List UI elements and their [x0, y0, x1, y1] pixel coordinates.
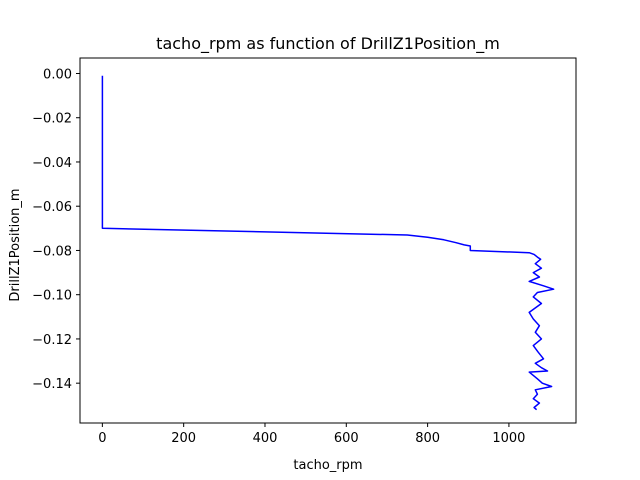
y-axis-label: DrillZ1Position_m	[8, 188, 23, 301]
y-tick-label: −0.14	[32, 377, 72, 392]
y-tick-label: 0.00	[43, 67, 72, 82]
x-tick-label: 1000	[492, 431, 525, 446]
plot-area	[101, 75, 555, 411]
x-tick-label: 200	[171, 431, 196, 446]
y-tick-label: −0.12	[32, 333, 72, 348]
y-tick-label: −0.02	[32, 112, 72, 127]
axis-ticks: 0 200 400 600 800 1000 0.00 −0.02 −0.04 −0.06 −0.0…	[32, 67, 525, 446]
series-line	[101, 75, 555, 411]
x-tick-label: 400	[253, 431, 278, 446]
x-tick-label: 800	[415, 431, 440, 446]
chart-title: tacho_rpm as function of DrillZ1Position…	[156, 34, 500, 54]
plot-frame	[79, 57, 577, 424]
x-tick-label: 0	[98, 431, 106, 446]
y-tick-label: −0.10	[32, 289, 72, 304]
y-tick-label: −0.06	[32, 200, 72, 215]
x-tick-label: 600	[334, 431, 359, 446]
x-axis-label: tacho_rpm	[293, 458, 362, 473]
y-tick-label: −0.04	[32, 156, 72, 171]
y-tick-label: −0.08	[32, 244, 72, 259]
